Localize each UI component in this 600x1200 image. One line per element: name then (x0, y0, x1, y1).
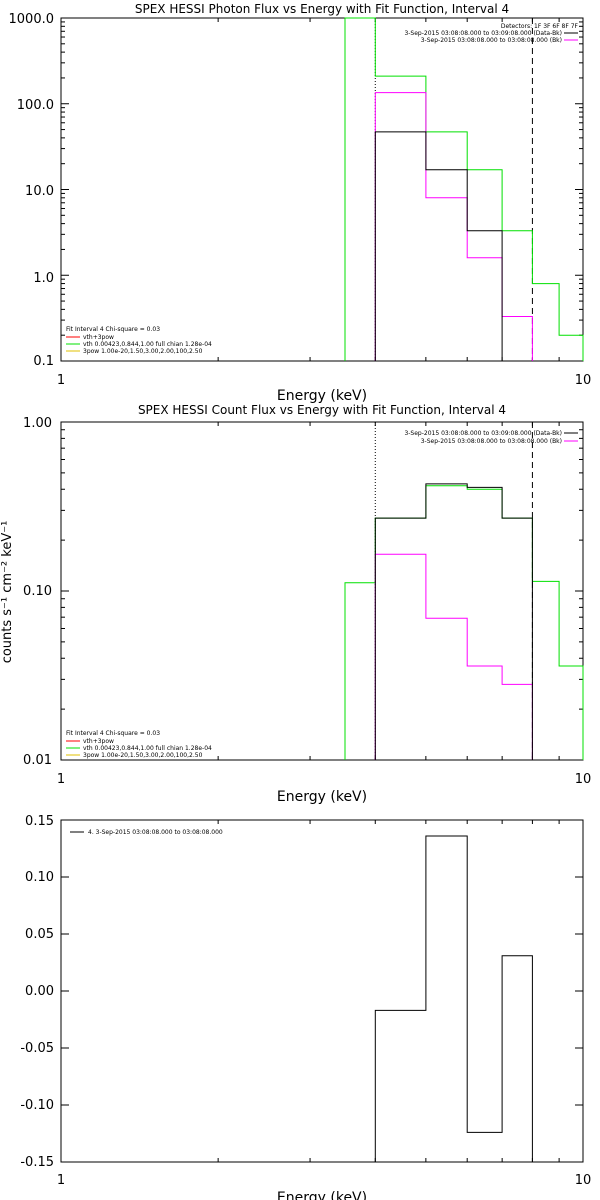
count-flux-series-vth (344, 485, 584, 760)
photon-flux-panel: SPEX HESSI Photon Flux vs Energy with Fi… (9, 2, 592, 404)
count-flux-xtick-1: 1 (57, 772, 65, 787)
residuals-ytick-010: 0.10 (25, 870, 54, 885)
photon-flux-series-data-minus-bk (374, 131, 503, 361)
count-flux-fit-vth: vth 0.00423,0.844,1.00 full chian 1.28e-… (83, 745, 212, 752)
residuals-ytick-m005: -0.05 (20, 1041, 54, 1056)
photon-flux-xtick-10: 10 (575, 373, 592, 388)
photon-flux-xtick-1: 1 (57, 373, 65, 388)
count-flux-series-background (374, 553, 533, 760)
count-flux-header-data: 3-Sep-2015 03:08:08.000 to 03:09:08.000 … (404, 430, 562, 437)
photon-flux-fit-vth: vth 0.00423,0.844,1.00 full chian 1.28e-… (83, 341, 212, 348)
count-flux-fit-total: vth+3pow (83, 738, 114, 745)
count-flux-xlabel: Energy (keV) (277, 789, 367, 805)
photon-flux-fit-total: vth+3pow (83, 334, 114, 341)
residuals-xtick-1: 1 (57, 1173, 65, 1188)
residuals-series-data-minus-bk (374, 835, 533, 1162)
photon-flux-fit-heading: Fit Interval 4 Chi-square = 0.03 (66, 326, 160, 333)
count-flux-ylabel: counts s⁻¹ cm⁻² keV⁻¹ (0, 521, 15, 664)
count-flux-panel: SPEX HESSI Count Flux vs Energy with Fit… (0, 403, 591, 805)
count-flux-ytick-0.01: 0.01 (23, 753, 52, 768)
photon-flux-xlabel: Energy (keV) (277, 388, 367, 404)
count-flux-header-bk: 3-Sep-2015 03:08:08.000 to 03:08:08.000 … (421, 438, 562, 445)
count-flux-fit-heading: Fit Interval 4 Chi-square = 0.03 (66, 730, 160, 737)
photon-flux-fit-3pow: 3pow 1.00e-20,1.50,3.00,2.00,100,2.50 (83, 348, 203, 355)
photon-flux-ytick-1: 1.0 (33, 271, 54, 286)
residuals-xtick-10: 10 (575, 1173, 592, 1188)
residuals-ytick-m010: -0.10 (20, 1098, 54, 1113)
residuals-xlabel: Energy (keV) (277, 1190, 367, 1200)
count-flux-series-data-minus-bk (374, 483, 533, 760)
count-flux-ytick-1.00: 1.00 (23, 416, 52, 431)
residuals-ytick-005: 0.05 (25, 927, 54, 942)
residuals-legend-entry: 4. 3-Sep-2015 03:08:08.000 to 03:08:08.0… (88, 829, 223, 836)
residuals-ytick-000: 0.00 (25, 984, 54, 999)
residuals-ytick-m015: -0.15 (20, 1155, 54, 1170)
residuals-plot-frame (60, 819, 584, 1163)
photon-flux-ytick-1000: 1000.0 (9, 12, 55, 27)
count-flux-fit-3pow: 3pow 1.00e-20,1.50,3.00,2.00,100,2.50 (83, 752, 203, 759)
count-flux-xtick-10: 10 (575, 772, 592, 787)
photon-flux-fit-legend: Fit Interval 4 Chi-square = 0.03 vth+3po… (66, 326, 212, 355)
count-flux-plot-frame (60, 421, 584, 761)
photon-flux-plot-frame (60, 17, 584, 362)
photon-flux-ytick-0.1: 0.1 (33, 354, 54, 369)
residuals-ytick-015: 0.15 (25, 814, 54, 829)
count-flux-header: 3-Sep-2015 03:08:08.000 to 03:09:08.000 … (404, 430, 578, 445)
count-flux-ytick-0.10: 0.10 (23, 584, 52, 599)
count-flux-title: SPEX HESSI Count Flux vs Energy with Fit… (138, 403, 506, 417)
photon-flux-header: Detectors: 1F 3F 6F 8F 7F 3-Sep-2015 03:… (404, 23, 578, 44)
photon-flux-series-vth (344, 17, 584, 361)
residuals-legend: 4. 3-Sep-2015 03:08:08.000 to 03:08:08.0… (70, 829, 223, 836)
photon-flux-title: SPEX HESSI Photon Flux vs Energy with Fi… (135, 2, 509, 16)
residuals-panel: 1 10 Energy (keV) -0.15 -0.10 -0.05 0.00… (20, 814, 591, 1200)
photon-flux-series-background (374, 92, 533, 361)
photon-flux-header-bk: 3-Sep-2015 03:08:08.000 to 03:08:08.000 … (421, 37, 562, 44)
photon-flux-detectors: Detectors: 1F 3F 6F 8F 7F (501, 23, 579, 30)
photon-flux-header-data: 3-Sep-2015 03:08:08.000 to 03:09:08.000 … (404, 30, 562, 37)
photon-flux-ytick-10: 10.0 (25, 184, 54, 199)
photon-flux-ytick-100: 100.0 (17, 98, 54, 113)
count-flux-fit-legend: Fit Interval 4 Chi-square = 0.03 vth+3po… (66, 730, 212, 759)
